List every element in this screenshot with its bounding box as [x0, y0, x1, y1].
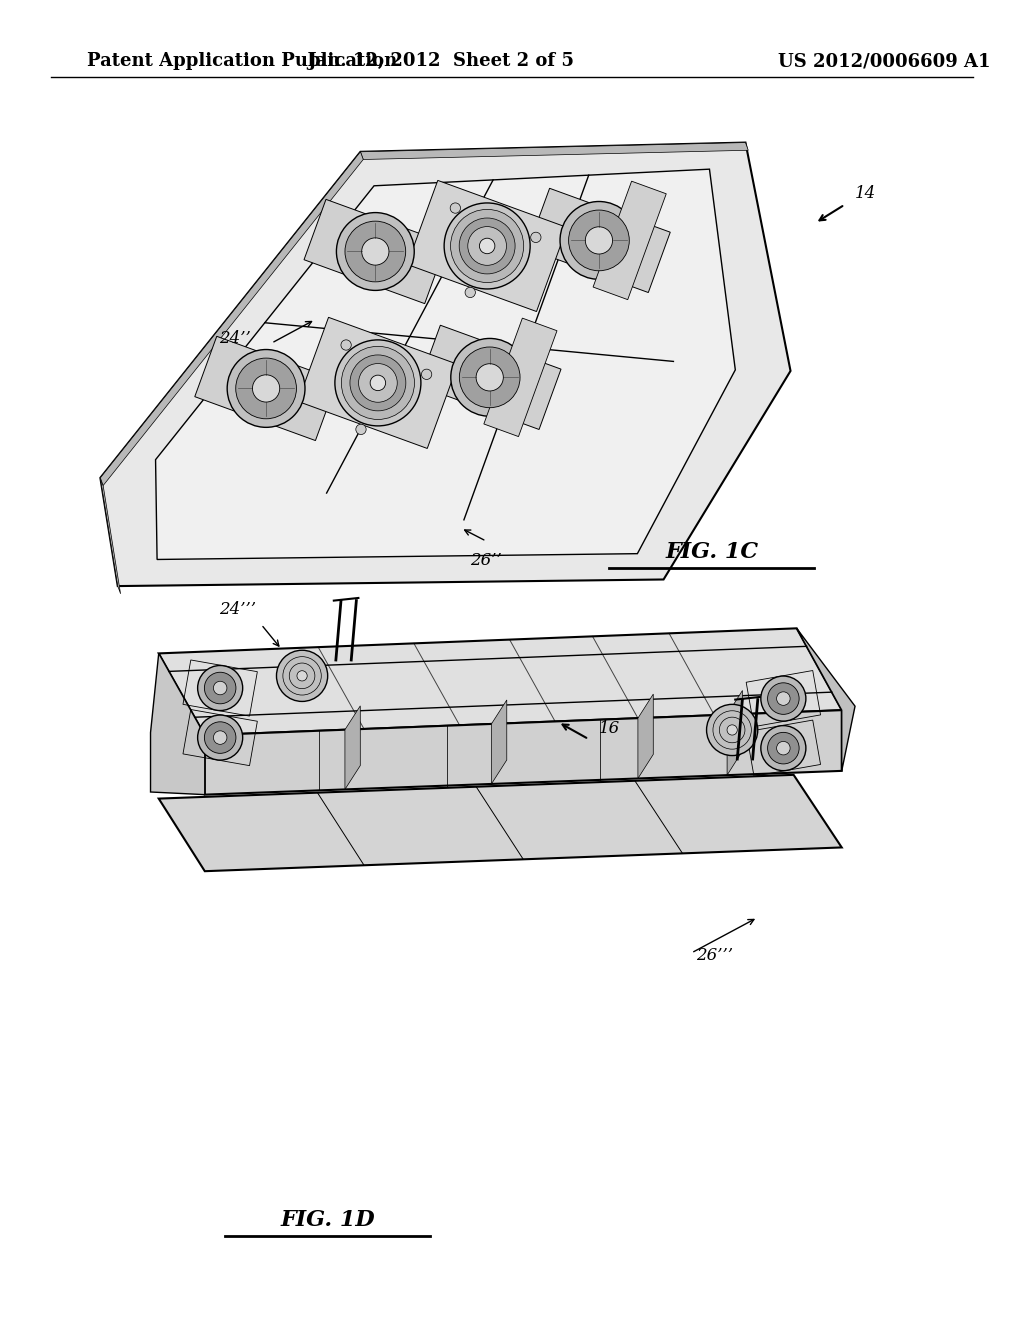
Polygon shape [159, 775, 842, 871]
Circle shape [586, 227, 612, 253]
Polygon shape [159, 628, 842, 735]
Circle shape [776, 692, 791, 705]
Circle shape [335, 339, 421, 426]
Circle shape [236, 358, 296, 418]
Circle shape [444, 203, 530, 289]
Circle shape [476, 364, 504, 391]
Circle shape [479, 238, 495, 253]
Polygon shape [100, 478, 121, 594]
Circle shape [213, 681, 227, 694]
Circle shape [460, 347, 520, 408]
Text: Patent Application Publication: Patent Application Publication [87, 53, 397, 70]
Circle shape [768, 733, 799, 764]
Polygon shape [100, 143, 791, 586]
Circle shape [776, 742, 791, 755]
Text: 24’’: 24’’ [219, 330, 251, 347]
Circle shape [341, 339, 351, 350]
Circle shape [451, 338, 528, 416]
Circle shape [276, 651, 328, 701]
Polygon shape [638, 694, 653, 779]
Circle shape [213, 731, 227, 744]
Polygon shape [205, 710, 842, 795]
Circle shape [422, 370, 432, 379]
Circle shape [297, 671, 307, 681]
Polygon shape [360, 143, 749, 160]
Polygon shape [151, 653, 205, 795]
Text: 24’’’: 24’’’ [219, 601, 256, 618]
Circle shape [253, 375, 280, 403]
Polygon shape [298, 317, 458, 449]
Polygon shape [345, 706, 360, 789]
Circle shape [341, 346, 415, 420]
Text: US 2012/0006609 A1: US 2012/0006609 A1 [778, 53, 991, 70]
Text: Jan. 12, 2012  Sheet 2 of 5: Jan. 12, 2012 Sheet 2 of 5 [307, 53, 573, 70]
Polygon shape [527, 189, 671, 293]
Text: 26’’: 26’’ [470, 552, 503, 569]
Polygon shape [593, 181, 667, 300]
Polygon shape [727, 690, 742, 775]
Circle shape [568, 210, 630, 271]
Circle shape [459, 218, 515, 275]
Polygon shape [419, 325, 561, 429]
Circle shape [768, 682, 799, 714]
Polygon shape [492, 700, 507, 784]
Circle shape [205, 722, 236, 754]
Circle shape [465, 288, 475, 297]
Polygon shape [304, 199, 446, 304]
Circle shape [530, 232, 541, 243]
Text: FIG. 1D: FIG. 1D [281, 1209, 375, 1230]
Circle shape [707, 705, 758, 755]
Circle shape [761, 676, 806, 721]
Circle shape [198, 665, 243, 710]
Circle shape [205, 672, 236, 704]
Circle shape [358, 363, 397, 403]
Polygon shape [484, 318, 557, 437]
Polygon shape [797, 628, 855, 771]
Circle shape [350, 355, 406, 411]
Circle shape [451, 210, 523, 282]
Circle shape [451, 203, 461, 214]
Circle shape [761, 726, 806, 771]
Polygon shape [408, 181, 567, 312]
Polygon shape [195, 337, 337, 441]
Circle shape [560, 202, 638, 280]
Circle shape [227, 350, 305, 428]
Circle shape [370, 375, 386, 391]
Circle shape [468, 227, 507, 265]
Circle shape [361, 238, 389, 265]
Circle shape [727, 725, 737, 735]
Circle shape [345, 222, 406, 282]
Text: 14: 14 [855, 185, 877, 202]
Circle shape [337, 213, 415, 290]
Text: FIG. 1C: FIG. 1C [666, 541, 758, 562]
Circle shape [198, 715, 243, 760]
Circle shape [355, 424, 367, 434]
Polygon shape [156, 169, 735, 560]
Polygon shape [100, 152, 364, 486]
Text: 16: 16 [599, 719, 621, 737]
Text: 26’’’: 26’’’ [696, 946, 733, 964]
